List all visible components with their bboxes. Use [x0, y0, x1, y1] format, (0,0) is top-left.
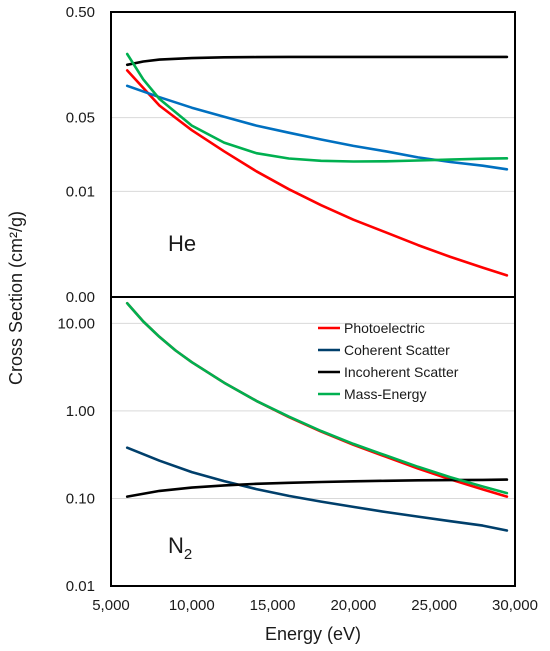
x-tick-label: 15,000: [250, 597, 296, 614]
panel-label-text: He: [168, 231, 196, 256]
legend: Photoelectric Coherent Scatter Incoherent …: [318, 320, 459, 402]
x-axis-title: Energy (eV): [265, 624, 361, 644]
series-line-coherent-scatter: [125, 446, 509, 532]
series-line-mass-energy: [125, 52, 509, 163]
x-tick-label: 10,000: [169, 597, 215, 614]
legend-entry: Coherent Scatter: [344, 342, 450, 358]
x-tick-label: 5,000: [92, 597, 130, 614]
series-line-photoelectric: [125, 69, 509, 277]
y-tick-label: 0.10: [66, 490, 95, 507]
series-line-coherent-scatter: [125, 84, 509, 171]
y-tick-label: 1.00: [66, 403, 95, 420]
panel-He: 0.00 0.01 0.05 0.50 He: [66, 4, 516, 306]
x-tick-label: 30,000: [492, 597, 538, 614]
series-line-mass-energy: [125, 301, 509, 495]
panel-label: He: [168, 231, 196, 256]
panel-label: N2: [168, 533, 192, 563]
series-line-incoherent-scatter: [125, 55, 509, 67]
y-tick-label: 0.50: [66, 4, 95, 21]
legend-entry: Mass-Energy: [344, 386, 426, 402]
legend-entry: Photoelectric: [344, 320, 425, 336]
y-tick-label: 10.00: [57, 315, 95, 332]
y-tick-label: 0.00: [66, 289, 95, 306]
y-tick-label: 0.05: [66, 110, 95, 127]
x-tick-label: 25,000: [411, 597, 457, 614]
chart-root: 0.000.010.050.50He0.010.101.0010.00N25,0…: [6, 4, 538, 644]
series-line-incoherent-scatter: [125, 478, 509, 498]
y-tick-label: 0.01: [66, 578, 95, 595]
plot-frame: [110, 296, 516, 587]
y-axis-title: Cross Section (cm²/g): [6, 211, 26, 385]
series-line-photoelectric: [125, 301, 509, 498]
panel-label-text: N: [168, 533, 184, 558]
panel-label-subscript: 2: [184, 546, 192, 563]
x-tick-label: 20,000: [330, 597, 376, 614]
legend-entry: Incoherent Scatter: [344, 364, 459, 380]
y-tick-label: 0.01: [66, 183, 95, 200]
